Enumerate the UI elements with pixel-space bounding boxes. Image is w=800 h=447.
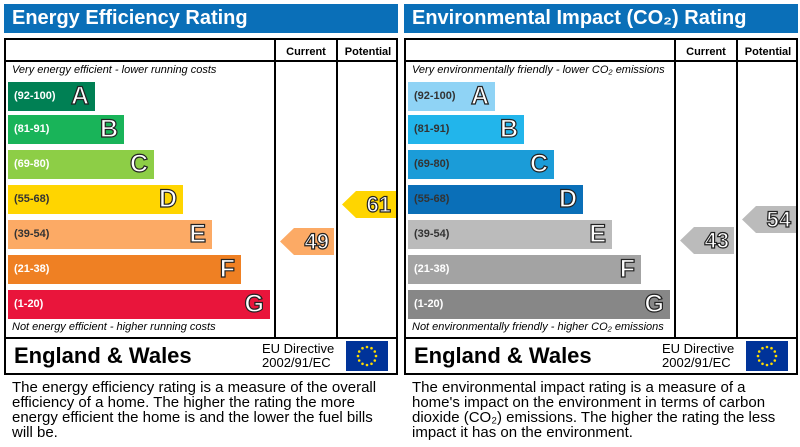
band-letter: C — [129, 149, 148, 178]
divider — [336, 40, 338, 339]
description: The environmental impact rating is a mea… — [412, 379, 776, 441]
band-range: (39-54) — [14, 228, 50, 240]
environmental-impact-panel: Environmental Impact (CO₂) Rating Curren… — [404, 0, 800, 447]
rating-table: Current Potential Very energy efficient … — [4, 38, 398, 375]
band-g: (1-20) G — [408, 289, 670, 319]
band-letter: G — [244, 289, 265, 318]
current-header: Current — [286, 46, 326, 58]
current-header: Current — [686, 46, 726, 58]
band-range: (55-68) — [14, 193, 50, 205]
potential-header: Potential — [744, 46, 792, 58]
panel-title: Energy Efficiency Rating — [4, 4, 398, 33]
directive-line1: EU Directive — [662, 341, 735, 356]
band-b: (81-91) B — [408, 114, 524, 144]
band-c: (69-80) C — [408, 149, 554, 179]
divider — [736, 40, 738, 339]
band-letter: F — [219, 254, 236, 283]
band-e: (39-54) E — [408, 219, 612, 249]
rating-table: Current Potential Very environmentally f… — [404, 38, 798, 375]
band-a: (92-100) A — [408, 81, 495, 111]
band-letter: G — [644, 289, 665, 318]
band-range: (1-20) — [14, 298, 44, 310]
band-range: (81-91) — [414, 123, 450, 135]
band-d: (55-68) D — [408, 184, 583, 214]
region-label: England & Wales — [14, 343, 192, 368]
top-note: Very energy efficient - lower running co… — [12, 64, 217, 76]
eu-directive: EU Directive 2002/91/EC — [662, 342, 734, 370]
band-d: (55-68) D — [8, 184, 183, 214]
description: The energy efficiency rating is a measur… — [12, 379, 377, 441]
band-range: (92-100) — [14, 90, 56, 102]
eu-flag-icon — [346, 341, 388, 371]
current-rating-arrow: 43 — [680, 227, 734, 254]
divider — [6, 60, 396, 62]
band-letter: C — [529, 149, 548, 178]
band-letter: D — [158, 184, 177, 213]
band-range: (92-100) — [414, 90, 456, 102]
directive-line1: EU Directive — [262, 341, 335, 356]
band-letter: F — [619, 254, 636, 283]
divider — [674, 40, 676, 339]
potential-header: Potential — [344, 46, 392, 58]
footer: England & Wales EU Directive 2002/91/EC — [406, 339, 796, 373]
band-range: (81-91) — [14, 123, 50, 135]
divider — [406, 337, 796, 339]
band-f: (21-38) F — [408, 254, 641, 284]
band-letter: B — [499, 114, 518, 143]
band-range: (69-80) — [14, 158, 50, 170]
band-b: (81-91) B — [8, 114, 124, 144]
band-range: (39-54) — [414, 228, 450, 240]
band-range: (21-38) — [14, 263, 50, 275]
divider — [406, 60, 796, 62]
divider — [6, 337, 396, 339]
band-range: (21-38) — [414, 263, 450, 275]
divider — [274, 40, 276, 339]
band-letter: E — [189, 219, 207, 248]
band-g: (1-20) G — [8, 289, 270, 319]
band-range: (55-68) — [414, 193, 450, 205]
directive-line2: 2002/91/EC — [262, 355, 331, 370]
band-letter: A — [70, 81, 89, 110]
footer: England & Wales EU Directive 2002/91/EC — [6, 339, 396, 373]
band-a: (92-100) A — [8, 81, 95, 111]
band-range: (1-20) — [414, 298, 444, 310]
bottom-note: Not environmentally friendly - higher CO… — [412, 321, 664, 333]
potential-rating-arrow: 54 — [742, 206, 796, 233]
band-c: (69-80) C — [8, 149, 154, 179]
energy-efficiency-panel: Energy Efficiency Rating Current Potenti… — [4, 0, 400, 447]
potential-rating-arrow: 61 — [342, 191, 396, 218]
band-range: (69-80) — [414, 158, 450, 170]
directive-line2: 2002/91/EC — [662, 355, 731, 370]
band-e: (39-54) E — [8, 219, 212, 249]
panel-title: Environmental Impact (CO₂) Rating — [404, 4, 798, 33]
band-f: (21-38) F — [8, 254, 241, 284]
bottom-note: Not energy efficient - higher running co… — [12, 321, 216, 333]
band-letter: A — [470, 81, 489, 110]
top-note: Very environmentally friendly - lower CO… — [412, 64, 665, 76]
band-letter: D — [558, 184, 577, 213]
band-letter: B — [99, 114, 118, 143]
eu-directive: EU Directive 2002/91/EC — [262, 342, 334, 370]
band-letter: E — [589, 219, 607, 248]
current-rating-arrow: 49 — [280, 228, 334, 255]
eu-flag-icon — [746, 341, 788, 371]
region-label: England & Wales — [414, 343, 592, 368]
